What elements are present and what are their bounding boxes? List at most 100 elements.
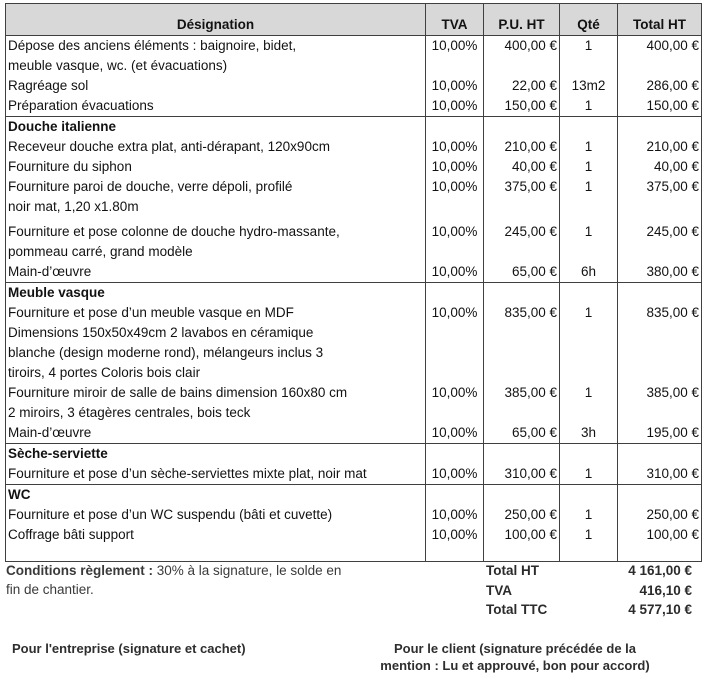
table-header-row: Désignation TVA P.U. HT Qté Total HT xyxy=(5,3,702,36)
cell-pu-ht: 65,00 € xyxy=(483,423,560,444)
cell-pu-ht: 835,00 € xyxy=(483,303,560,383)
cell-pu-ht: 375,00 € xyxy=(483,177,560,217)
cell-tva: 10,00% xyxy=(425,217,484,262)
cell-pu-ht: 22,00 € xyxy=(483,76,560,96)
payment-conditions-text: 30% à la signature, le solde en fin de c… xyxy=(6,563,342,597)
cell-qte: 1 xyxy=(559,505,618,525)
cell-pu-ht: 385,00 € xyxy=(483,383,560,423)
total-ht-value: 4 161,00 € xyxy=(628,563,692,578)
cell-qte: 1 xyxy=(559,217,618,262)
table-row: Main-d’œuvre 10,00% 65,00 € 6h 380,00 € xyxy=(5,262,702,283)
tva-value: 416,10 € xyxy=(639,582,692,598)
section-title: Meuble vasque xyxy=(5,282,426,303)
total-ttc-value: 4 577,10 € xyxy=(628,602,692,617)
cell-pu-ht: 65,00 € xyxy=(483,262,560,283)
quote-items-table: Désignation TVA P.U. HT Qté Total HT Dép… xyxy=(5,3,702,562)
cell-total-ht: 835,00 € xyxy=(617,303,702,383)
cell-total-ht: 286,00 € xyxy=(617,76,702,96)
cell-designation: Ragréage sol xyxy=(5,76,426,96)
payment-conditions: Conditions règlement : 30% à la signatur… xyxy=(6,561,354,599)
cell-qte xyxy=(559,484,618,505)
cell-tva: 10,00% xyxy=(425,177,484,217)
cell-pu-ht: 245,00 € xyxy=(483,217,560,262)
table-row: Main-d’œuvre 10,00% 65,00 € 3h 195,00 € xyxy=(5,423,702,444)
column-header-qte: Qté xyxy=(559,3,618,36)
section-header-row: WC xyxy=(5,484,702,505)
table-row: Préparation évacuations 10,00% 150,00 € … xyxy=(5,96,702,117)
cell-total-ht: 385,00 € xyxy=(617,383,702,423)
cell-tva: 10,00% xyxy=(425,383,484,423)
column-header-total-ht: Total HT xyxy=(617,3,702,36)
cell-tva: 10,00% xyxy=(425,464,484,485)
cell-designation: Coffrage bâti support xyxy=(5,525,426,545)
cell-qte: 1 xyxy=(559,525,618,545)
table-row: Fourniture et pose d’un meuble vasque en… xyxy=(5,303,702,383)
cell-pu-ht: 210,00 € xyxy=(483,137,560,157)
cell-tva xyxy=(425,282,484,303)
cell-pu-ht xyxy=(483,116,560,137)
cell-designation: Fourniture et pose d’un WC suspendu (bât… xyxy=(5,505,426,525)
cell-qte: 3h xyxy=(559,423,618,444)
cell-tva xyxy=(425,116,484,137)
cell-pu-ht: 250,00 € xyxy=(483,505,560,525)
cell-total-ht: 380,00 € xyxy=(617,262,702,283)
table-filler-row xyxy=(5,545,702,562)
cell-total-ht xyxy=(617,443,702,464)
cell-tva: 10,00% xyxy=(425,303,484,383)
cell-designation: Main-d’œuvre xyxy=(5,423,426,444)
cell-tva: 10,00% xyxy=(425,525,484,545)
table-row: Dépose des anciens éléments : baignoire,… xyxy=(5,35,702,76)
section-title: Douche italienne xyxy=(5,116,426,137)
section-header-row: Douche italienne xyxy=(5,116,702,137)
cell-total-ht: 400,00 € xyxy=(617,35,702,76)
table-row: Receveur douche extra plat, anti-dérapan… xyxy=(5,137,702,157)
tva-row: TVA 416,10 € xyxy=(486,581,692,601)
cell-qte xyxy=(559,282,618,303)
cell-tva: 10,00% xyxy=(425,157,484,177)
cell-designation: Fourniture et pose d’un sèche-serviettes… xyxy=(5,464,426,485)
cell-total-ht: 100,00 € xyxy=(617,525,702,545)
cell-qte: 1 xyxy=(559,157,618,177)
cell-qte: 1 xyxy=(559,464,618,485)
section-title: Sèche-serviette xyxy=(5,443,426,464)
tva-label: TVA xyxy=(486,582,512,598)
cell-tva: 10,00% xyxy=(425,423,484,444)
cell-pu-ht: 310,00 € xyxy=(483,464,560,485)
cell-total-ht: 375,00 € xyxy=(617,177,702,217)
cell-qte: 1 xyxy=(559,96,618,117)
cell-total-ht: 245,00 € xyxy=(617,217,702,262)
cell-qte xyxy=(559,443,618,464)
cell-qte: 6h xyxy=(559,262,618,283)
cell-designation: Receveur douche extra plat, anti-dérapan… xyxy=(5,137,426,157)
cell-tva: 10,00% xyxy=(425,96,484,117)
cell-total-ht xyxy=(617,116,702,137)
cell-total-ht xyxy=(617,282,702,303)
cell-qte: 13m2 xyxy=(559,76,618,96)
cell-total-ht: 250,00 € xyxy=(617,505,702,525)
cell-total-ht: 210,00 € xyxy=(617,137,702,157)
cell-designation: Dépose des anciens éléments : baignoire,… xyxy=(5,35,426,76)
cell-tva xyxy=(425,484,484,505)
cell-qte: 1 xyxy=(559,303,618,383)
total-ttc-label: Total TTC xyxy=(486,602,548,617)
cell-qte: 1 xyxy=(559,383,618,423)
cell-tva: 10,00% xyxy=(425,76,484,96)
table-row: Fourniture du siphon 10,00% 40,00 € 1 40… xyxy=(5,157,702,177)
cell-total-ht: 40,00 € xyxy=(617,157,702,177)
cell-qte: 1 xyxy=(559,177,618,217)
column-header-designation: Désignation xyxy=(5,3,426,36)
cell-pu-ht xyxy=(483,282,560,303)
cell-pu-ht: 150,00 € xyxy=(483,96,560,117)
table-row: Ragréage sol 10,00% 22,00 € 13m2 286,00 … xyxy=(5,76,702,96)
cell-total-ht xyxy=(617,484,702,505)
cell-tva: 10,00% xyxy=(425,137,484,157)
cell-qte: 1 xyxy=(559,35,618,76)
cell-pu-ht xyxy=(483,443,560,464)
cell-total-ht: 310,00 € xyxy=(617,464,702,485)
cell-designation: Fourniture du siphon xyxy=(5,157,426,177)
cell-qte xyxy=(559,116,618,137)
cell-designation: Main-d’œuvre xyxy=(5,262,426,283)
cell-pu-ht: 40,00 € xyxy=(483,157,560,177)
payment-conditions-label: Conditions règlement : xyxy=(6,563,154,578)
